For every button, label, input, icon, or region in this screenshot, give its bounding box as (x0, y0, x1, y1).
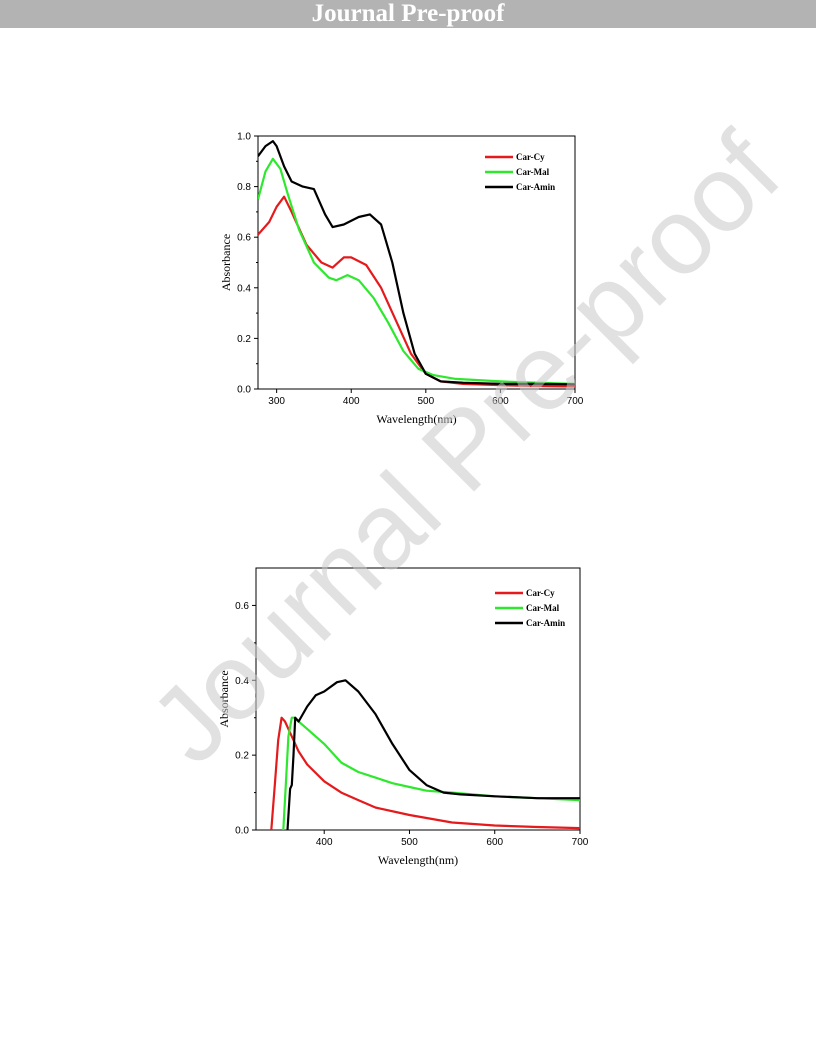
chart1-y-axis-title: Absorbance (219, 234, 233, 291)
chart1-x-tick-label: 600 (492, 396, 509, 407)
chart2-series-car-mal (282, 716, 580, 830)
chart2-legend-label-car-mal: Car-Mal (526, 603, 560, 613)
chart2-series-car-amin (286, 679, 580, 830)
chart2-y-tick-label: 0.4 (235, 676, 249, 687)
chart1-series-car-mal (258, 157, 575, 385)
journal-banner: Journal Pre-proof (0, 0, 816, 28)
chart2-y-tick-label: 0.0 (235, 826, 249, 837)
chart2-plot-frame (255, 567, 581, 831)
chart2-legend-label-car-cy: Car-Cy (526, 588, 555, 598)
chart1-y-tick-label: 1.0 (237, 132, 251, 143)
chart2-x-tick-label: 500 (401, 837, 418, 848)
chart1-legend-label-car-cy: Car-Cy (516, 152, 545, 162)
chart1-series-car-amin (258, 140, 575, 386)
chart1-y-tick-label: 0.6 (237, 233, 251, 244)
chart1-y-tick-label: 0.2 (237, 334, 251, 345)
chart1-y-tick-label: 0.8 (237, 182, 251, 193)
chart1-legend-label-car-mal: Car-Mal (516, 167, 550, 177)
chart2-legend-label-car-amin: Car-Amin (526, 618, 565, 628)
chart1-x-tick-label: 500 (417, 396, 434, 407)
chart1-x-tick-label: 700 (567, 396, 584, 407)
chart1-y-tick-label: 0.4 (237, 283, 251, 294)
chart2-x-tick-label: 600 (486, 837, 503, 848)
chart2-x-tick-label: 700 (572, 837, 589, 848)
chart2-x-axis-title: Wavelength(nm) (378, 853, 458, 867)
chart2-series-car-cy (270, 716, 580, 830)
chart1-x-tick-label: 400 (343, 396, 360, 407)
chart1-x-tick-label: 300 (268, 396, 285, 407)
chart1-y-tick-label: 0.0 (237, 385, 251, 396)
chart2-x-tick-label: 400 (316, 837, 333, 848)
chart1-legend-label-car-amin: Car-Amin (516, 182, 555, 192)
chart2-y-axis-title: Absorbance (217, 670, 231, 727)
chart2-y-tick-label: 0.2 (235, 751, 249, 762)
chart2-y-tick-label: 0.6 (235, 601, 249, 612)
chart1-x-axis-title: Wavelength(nm) (376, 412, 456, 426)
